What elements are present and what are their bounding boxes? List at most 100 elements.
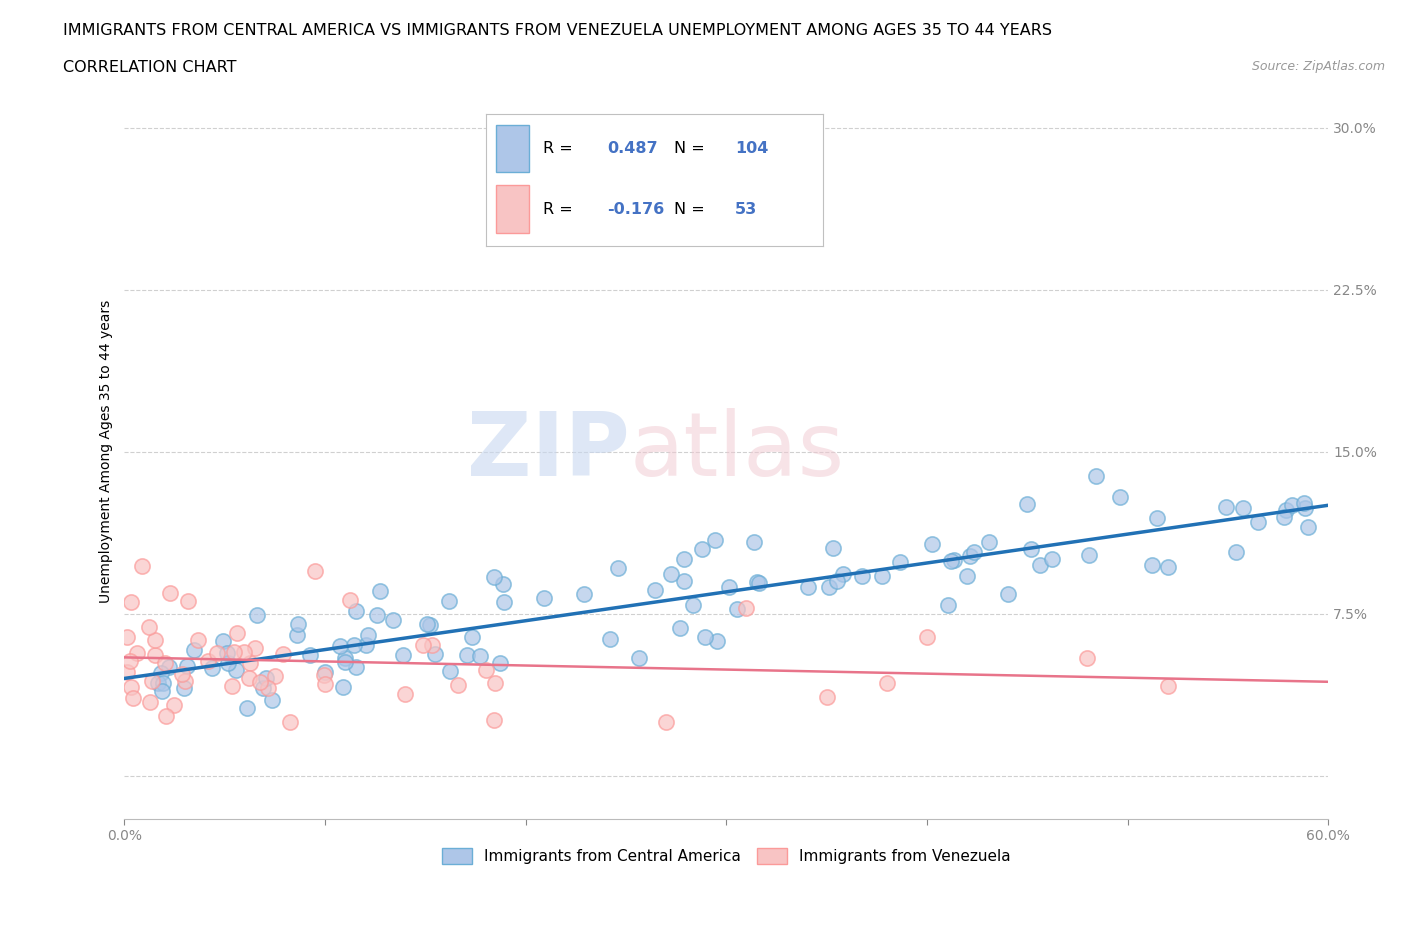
Text: atlas: atlas [630,408,845,496]
Point [1040,551,1063,566]
Point [461,629,484,644]
Point [959,549,981,564]
Point [332,679,354,694]
Point [742,535,765,550]
Point [197,654,219,669]
Point [997,587,1019,602]
Point [412,637,434,652]
Point [344,604,367,618]
Point [117,630,139,644]
Point [703,533,725,548]
Point [236,700,259,715]
Point [138,619,160,634]
Point [343,638,366,653]
Point [673,573,696,588]
Point [915,630,938,644]
Point [314,664,336,679]
Point [239,656,262,671]
Point [157,660,180,675]
Point [148,676,170,691]
Point [271,647,294,662]
Point [447,678,470,693]
Point [177,594,200,609]
Legend: Immigrants from Central America, Immigrants from Venezuela: Immigrants from Central America, Immigra… [436,842,1017,870]
Point [152,675,174,690]
Point [963,544,986,559]
Point [249,674,271,689]
Point [394,686,416,701]
Point [420,637,443,652]
Point [232,644,254,659]
Point [149,665,172,680]
Point [1157,678,1180,693]
Point [939,553,962,568]
Point [183,643,205,658]
Text: ZIP: ZIP [467,408,630,496]
Point [747,575,769,590]
Point [143,648,166,663]
Point [423,647,446,662]
Point [120,594,142,609]
Point [155,709,177,724]
Point [876,675,898,690]
Point [655,714,678,729]
Point [141,673,163,688]
Point [252,680,274,695]
Point [354,638,377,653]
Point [690,541,713,556]
Point [118,654,141,669]
Point [217,655,239,670]
Point [599,632,621,647]
Point [357,628,380,643]
Point [226,626,249,641]
Point [1109,490,1132,505]
Point [1296,520,1319,535]
Point [298,647,321,662]
Point [606,561,628,576]
Point [243,641,266,656]
Point [821,541,844,556]
Point [201,660,224,675]
Point [484,676,506,691]
Point [1076,650,1098,665]
Point [825,574,848,589]
Point [366,608,388,623]
Point [1225,544,1247,559]
Point [1232,500,1254,515]
Point [725,602,748,617]
Point [1029,557,1052,572]
Point [287,616,309,631]
Point [492,595,515,610]
Point [238,671,260,685]
Point [748,576,770,591]
Point [474,662,496,677]
Point [1215,499,1237,514]
Point [155,656,177,671]
Point [127,646,149,661]
Point [117,665,139,680]
Point [224,644,246,659]
Point [488,656,510,671]
Point [314,677,336,692]
Point [889,554,911,569]
Point [419,618,441,632]
Point [832,566,855,581]
Point [368,583,391,598]
Point [695,629,717,644]
Point [1247,514,1270,529]
Point [174,674,197,689]
Point [304,563,326,578]
Point [344,659,367,674]
Point [673,551,696,566]
Point [936,597,959,612]
Point [329,639,352,654]
Point [977,534,1000,549]
Point [1146,511,1168,525]
Point [1281,498,1303,512]
Point [416,617,439,631]
Point [120,680,142,695]
Y-axis label: Unemployment Among Ages 35 to 44 years: Unemployment Among Ages 35 to 44 years [100,300,114,604]
Point [628,651,651,666]
Point [1015,496,1038,511]
Point [339,592,361,607]
